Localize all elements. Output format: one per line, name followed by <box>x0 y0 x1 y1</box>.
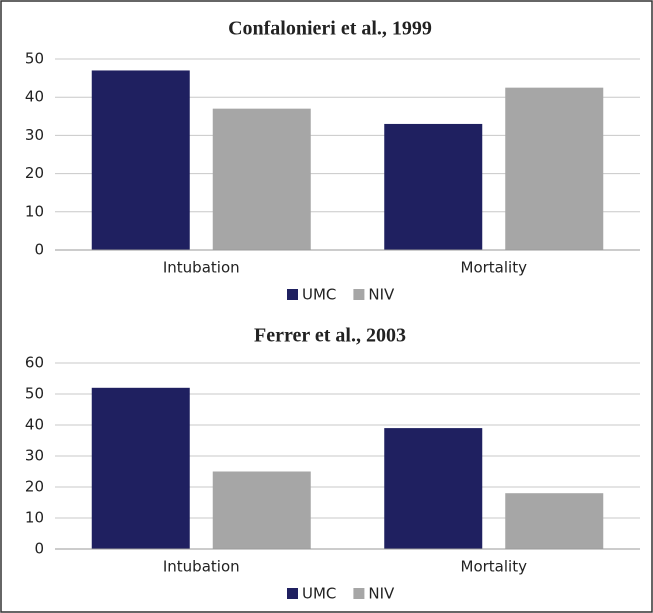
legend-swatch <box>353 588 365 599</box>
bar <box>212 108 311 250</box>
x-tick-label: Intubation <box>163 558 240 576</box>
bar <box>505 493 604 549</box>
bar <box>91 387 190 549</box>
legend-label: UMC <box>302 286 336 304</box>
y-tick-label: 30 <box>25 447 44 465</box>
y-tick-label: 50 <box>25 385 44 403</box>
legend-swatch <box>287 588 298 599</box>
bar <box>91 70 190 251</box>
legend-swatch <box>353 289 365 300</box>
bar <box>212 471 311 549</box>
y-tick-label: 30 <box>25 126 44 144</box>
chart-title: Ferrer et al., 2003 <box>254 325 406 347</box>
legend-label: NIV <box>368 286 395 304</box>
y-tick-label: 40 <box>25 88 44 106</box>
y-tick-label: 40 <box>25 416 44 434</box>
y-tick-label: 10 <box>25 202 44 220</box>
legend-swatch <box>287 289 298 300</box>
legend-label: NIV <box>368 585 395 603</box>
y-tick-label: 20 <box>25 164 44 182</box>
bar <box>384 123 483 250</box>
chart-title: Confalonieri et al., 1999 <box>228 18 432 40</box>
y-tick-label: 50 <box>25 50 44 68</box>
x-tick-label: Mortality <box>461 558 528 576</box>
y-tick-label: 0 <box>34 540 44 558</box>
y-tick-label: 20 <box>25 478 44 496</box>
x-tick-label: Mortality <box>461 259 528 277</box>
bar <box>505 87 604 251</box>
y-tick-label: 0 <box>34 241 44 259</box>
x-tick-label: Intubation <box>163 259 240 277</box>
y-tick-label: 60 <box>25 354 44 372</box>
bar <box>384 428 483 549</box>
y-tick-label: 10 <box>25 509 44 527</box>
legend-label: UMC <box>302 585 336 603</box>
